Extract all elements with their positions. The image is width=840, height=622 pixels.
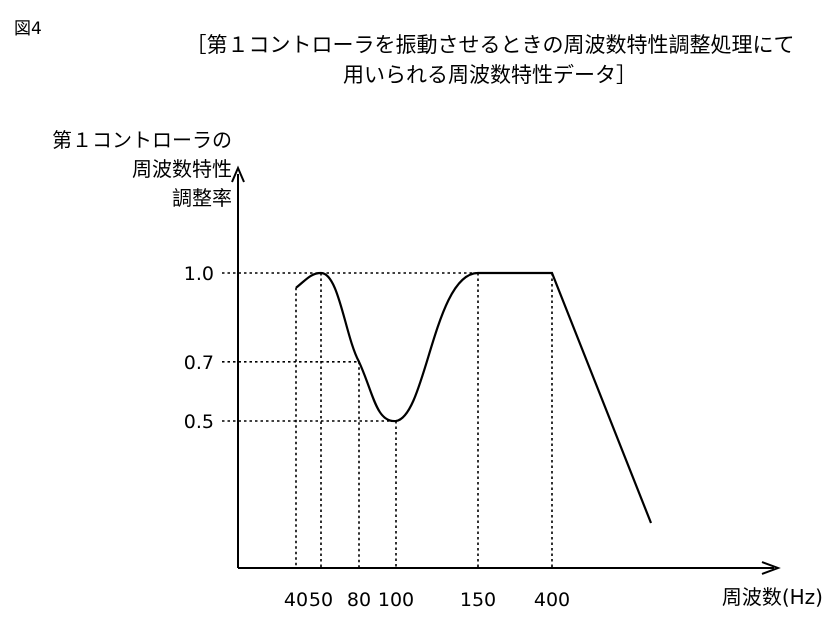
frequency-curve [296,273,651,523]
x-tick-label: 40 [284,589,308,611]
x-tick-label: 80 [347,589,371,611]
x-axis-label: 周波数(Hz) [722,585,823,609]
x-tick-label: 150 [460,589,496,611]
y-tick-label: 0.5 [184,411,214,433]
x-tick-label: 50 [309,589,333,611]
y-tick-label: 0.7 [184,352,214,374]
y-tick-label: 1.0 [184,263,214,285]
x-tick-label: 400 [534,589,570,611]
x-tick-label: 100 [378,589,414,611]
